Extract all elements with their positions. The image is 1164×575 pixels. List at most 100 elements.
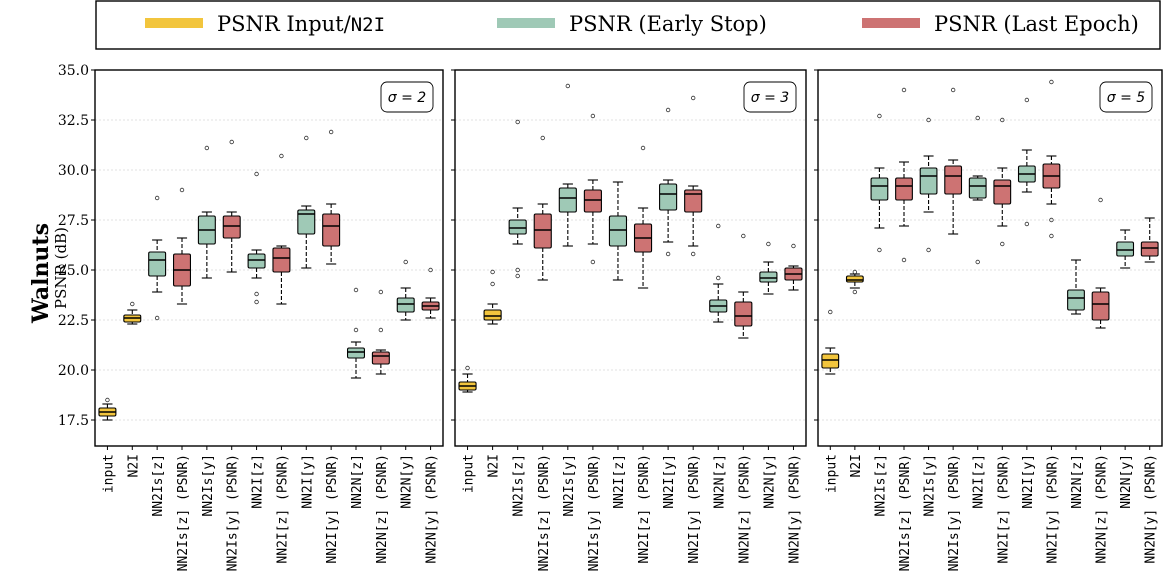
box-body	[968, 177, 987, 199]
box-body	[483, 309, 502, 321]
outlier-point	[565, 83, 571, 89]
x-tick-label: NN2Is[y]	[923, 454, 938, 517]
outlier-point	[690, 251, 696, 257]
box-NN2I[y]	[1017, 97, 1036, 227]
x-tick-label: NN2Is[z]	[512, 454, 527, 517]
x-tick-label: NN2Is[y] (PSNR)	[947, 454, 962, 571]
box-body	[919, 167, 938, 195]
y-tick-label: 27.5	[58, 213, 89, 229]
box-body	[993, 179, 1012, 205]
outlier-point	[490, 281, 495, 287]
outlier-point	[353, 327, 359, 333]
outlier-point	[766, 241, 771, 247]
x-tick-label: NN2N[y] (PSNR)	[1144, 454, 1159, 564]
box-input	[458, 365, 477, 393]
box-NN2Is[z] (PSNR)	[533, 135, 552, 281]
panel-2: input N2I NN2Is[z] NN2Is[z] (PSNR) NN2Is[y] N…	[451, 69, 807, 571]
box-body	[944, 165, 963, 195]
box-body	[533, 213, 552, 249]
box-NN2I[y]	[297, 135, 316, 269]
legend-swatch-input	[145, 18, 203, 28]
x-tick-label: NN2Is[z] (PSNR)	[537, 454, 552, 571]
box-NN2N[z]	[1067, 259, 1085, 315]
x-tick-label: NN2Is[y]	[562, 454, 577, 517]
box-body	[346, 347, 366, 359]
box-NN2Is[z]	[148, 195, 167, 321]
outlier-point	[229, 139, 234, 145]
box-NN2Is[z] (PSNR)	[172, 187, 192, 305]
outlier-point	[828, 309, 833, 315]
outlier-point	[254, 291, 259, 297]
box-N2I	[483, 269, 502, 325]
box-body	[396, 297, 415, 313]
box-NN2I[y] (PSNR)	[1042, 79, 1061, 239]
outlier-point	[975, 115, 980, 121]
outlier-point	[1024, 221, 1030, 227]
outlier-point	[690, 95, 696, 101]
panel-frame	[817, 69, 1163, 447]
outlier-point	[1000, 241, 1005, 247]
outlier-point	[254, 299, 259, 305]
x-tick-label: NN2I[z] (PSNR)	[275, 454, 290, 564]
x-tick-label: NN2N[y]	[400, 454, 415, 509]
x-tick-label: NN2N[y] (PSNR)	[787, 454, 802, 564]
x-tick-label: NN2I[z] (PSNR)	[637, 454, 652, 564]
box-NN2I[z]	[968, 115, 987, 265]
x-tick-label: input	[824, 454, 839, 493]
box-body	[322, 213, 341, 247]
box-body	[821, 353, 840, 369]
outlier-point	[515, 267, 520, 273]
x-tick-label: NN2I[z] (PSNR)	[996, 454, 1011, 564]
box-NN2N[z] (PSNR)	[371, 289, 390, 375]
outlier-point	[741, 233, 746, 239]
box-body	[1140, 241, 1159, 257]
x-tick-label: NN2N[z] (PSNR)	[737, 454, 752, 564]
box-input	[821, 309, 840, 375]
sigma-annotation: σ = 5	[1107, 90, 1146, 106]
legend-label-early-stop: PSNR (Early Stop)	[569, 12, 767, 36]
legend-label-last-epoch: PSNR (Last Epoch)	[934, 12, 1139, 36]
legend-label-input: PSNR Input/N2I	[217, 12, 385, 36]
outlier-point	[877, 113, 882, 119]
box-NN2I[z]	[608, 181, 628, 281]
panel-frame	[454, 69, 807, 447]
outlier-point	[1000, 117, 1005, 123]
outlier-point	[901, 87, 907, 93]
legend-entry-early-stop: PSNR (Early Stop)	[497, 12, 767, 36]
sigma-annotation: σ = 2	[388, 90, 427, 106]
outlier-point	[901, 257, 907, 263]
outlier-point	[590, 259, 596, 265]
outlier-point	[590, 113, 596, 119]
box-NN2Is[y]	[919, 117, 938, 253]
outlier-point	[515, 119, 520, 125]
outlier-point	[926, 247, 931, 253]
x-tick-label: NN2I[z]	[612, 454, 627, 509]
x-tick-label: NN2N[y]	[762, 454, 777, 509]
outlier-point	[403, 259, 408, 265]
x-tick-label: NN2I[y]	[300, 454, 315, 509]
legend-entry-input: PSNR Input/N2I	[145, 12, 385, 36]
box-body	[759, 271, 778, 283]
panel-3: input N2I NN2Is[z] NN2Is[z] (PSNR) NN2Is[y] N…	[814, 69, 1163, 571]
box-body	[895, 177, 913, 201]
x-tick-label: NN2Is[z] (PSNR)	[898, 454, 913, 571]
box-NN2N[y]	[396, 259, 415, 321]
outlier-point	[716, 223, 721, 229]
box-body	[222, 215, 241, 239]
box-NN2Is[y]	[197, 145, 216, 279]
outlier-point	[665, 251, 671, 257]
y-tick-label: 20.0	[58, 363, 89, 379]
y-tick-label: 22.5	[58, 313, 89, 329]
box-body	[297, 209, 316, 235]
box-NN2N[y]	[759, 241, 778, 295]
box-NN2Is[y] (PSNR)	[222, 139, 241, 273]
box-N2I	[845, 269, 864, 295]
box-NN2N[z]	[346, 287, 366, 379]
x-tick-label: NN2I[y] (PSNR)	[687, 454, 702, 564]
x-tick-label: NN2Is[z]	[151, 454, 166, 517]
legend-swatch-early-stop	[497, 18, 555, 28]
panel-1: 17.5 20.0 22.5 25.0 27.5 30.0 32.5 35.0 input N2I…	[58, 63, 444, 571]
box-input	[98, 397, 117, 421]
outlier-point	[328, 129, 334, 135]
